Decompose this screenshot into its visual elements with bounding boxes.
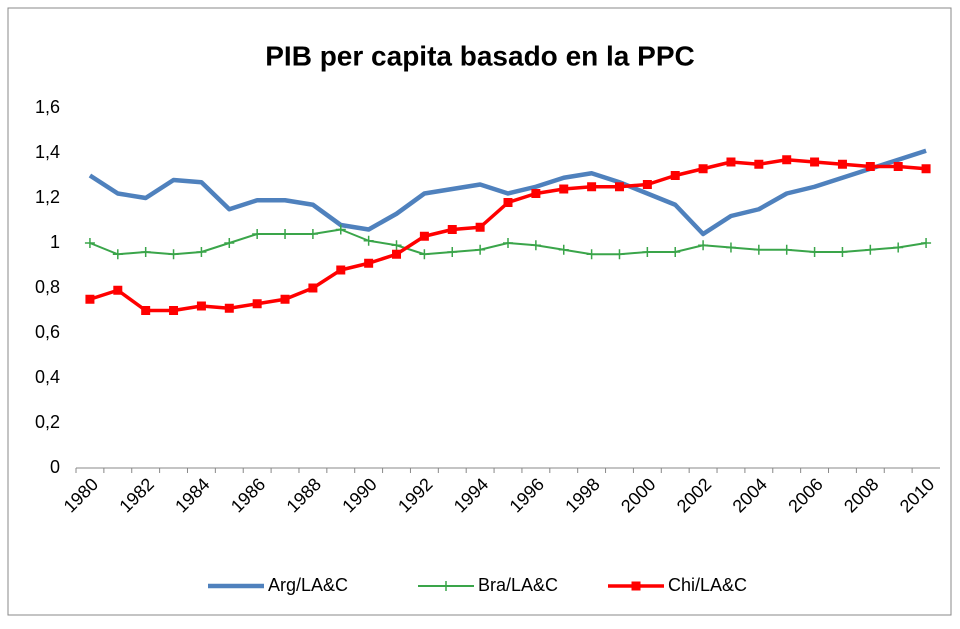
marker bbox=[168, 249, 179, 260]
marker bbox=[809, 247, 820, 257]
marker bbox=[447, 247, 458, 257]
marker bbox=[196, 301, 206, 311]
y-tick-label: 1,4 bbox=[35, 142, 60, 162]
y-tick-label: 1,6 bbox=[35, 97, 60, 117]
series bbox=[85, 155, 931, 315]
marker bbox=[196, 247, 207, 257]
legend-label: Arg/LA&C bbox=[268, 575, 348, 595]
marker bbox=[698, 164, 708, 174]
marker bbox=[642, 180, 652, 189]
marker bbox=[252, 299, 262, 309]
marker bbox=[586, 249, 597, 260]
marker bbox=[698, 240, 709, 251]
legend-label: Bra/LA&C bbox=[478, 575, 558, 595]
marker bbox=[335, 224, 346, 235]
marker bbox=[921, 164, 931, 174]
marker bbox=[280, 229, 291, 239]
y-tick-label: 0,8 bbox=[35, 277, 60, 297]
marker bbox=[725, 242, 736, 253]
marker bbox=[169, 306, 179, 315]
marker bbox=[837, 247, 848, 257]
legend-marker bbox=[441, 581, 451, 591]
marker bbox=[503, 238, 513, 248]
marker bbox=[559, 184, 569, 194]
marker bbox=[475, 244, 486, 255]
marker bbox=[670, 171, 680, 180]
y-tick-label: 1 bbox=[50, 232, 60, 252]
y-tick-label: 0,4 bbox=[35, 367, 60, 387]
marker bbox=[782, 155, 792, 165]
marker bbox=[308, 283, 318, 293]
marker bbox=[280, 294, 290, 304]
marker bbox=[447, 225, 457, 234]
marker bbox=[530, 240, 541, 251]
chart-title: PIB per capita basado en la PPC bbox=[265, 40, 694, 71]
marker bbox=[754, 159, 764, 169]
y-tick-label: 0,2 bbox=[35, 412, 60, 432]
y-tick-label: 0,6 bbox=[35, 322, 60, 342]
marker bbox=[921, 238, 932, 248]
marker bbox=[336, 265, 346, 275]
marker bbox=[893, 242, 904, 253]
marker bbox=[307, 229, 318, 239]
marker bbox=[587, 182, 597, 192]
marker bbox=[558, 244, 569, 255]
marker bbox=[391, 240, 402, 251]
marker bbox=[84, 238, 95, 248]
line bbox=[88, 148, 927, 237]
marker bbox=[419, 231, 429, 241]
marker bbox=[670, 247, 681, 257]
marker bbox=[726, 157, 736, 167]
marker bbox=[112, 249, 123, 260]
legend-item: Arg/LA&C bbox=[208, 575, 348, 595]
y-tick-label: 1,2 bbox=[35, 187, 60, 207]
marker bbox=[364, 258, 374, 268]
marker bbox=[810, 157, 820, 167]
marker bbox=[837, 159, 847, 169]
marker bbox=[531, 189, 541, 198]
legend-label: Chi/LA&C bbox=[668, 575, 747, 595]
series bbox=[84, 224, 932, 260]
marker bbox=[893, 162, 903, 171]
legend-marker bbox=[631, 581, 641, 591]
marker bbox=[642, 247, 653, 257]
marker bbox=[363, 235, 374, 246]
y-tick-label: 0 bbox=[50, 457, 60, 477]
marker bbox=[252, 229, 263, 239]
marker bbox=[85, 294, 95, 304]
marker bbox=[865, 162, 875, 171]
marker bbox=[614, 249, 625, 260]
marker bbox=[614, 182, 624, 192]
series bbox=[88, 148, 927, 237]
marker bbox=[224, 303, 234, 313]
marker bbox=[392, 249, 402, 259]
marker bbox=[140, 247, 151, 257]
marker bbox=[753, 244, 764, 255]
marker bbox=[224, 238, 235, 248]
marker bbox=[419, 249, 430, 260]
marker bbox=[113, 285, 123, 295]
legend-item: Chi/LA&C bbox=[608, 575, 747, 595]
legend-item: Bra/LA&C bbox=[418, 575, 558, 595]
marker bbox=[865, 244, 876, 255]
marker bbox=[475, 222, 485, 232]
marker bbox=[503, 198, 513, 207]
marker bbox=[141, 306, 151, 315]
marker bbox=[781, 244, 792, 255]
